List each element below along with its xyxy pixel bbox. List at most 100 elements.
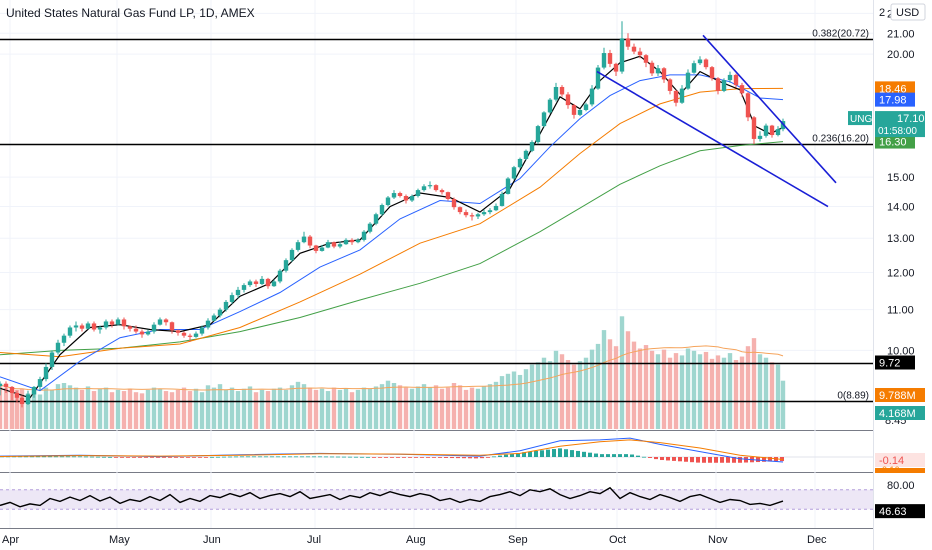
candle	[289, 248, 295, 262]
candle	[265, 277, 271, 289]
volume-bar	[253, 392, 259, 429]
volume-bar	[685, 348, 691, 429]
candle	[9, 386, 15, 401]
candle	[475, 212, 481, 219]
volume-bar	[745, 346, 751, 429]
candle-body	[703, 59, 709, 68]
candle-body	[361, 231, 367, 240]
candle-body	[241, 285, 247, 290]
candle	[385, 196, 391, 207]
candle-body	[523, 150, 529, 159]
macd-histogram-bar	[504, 454, 508, 457]
candle-body	[109, 321, 115, 325]
macd-histogram-bar	[594, 453, 598, 457]
currency-button[interactable]: USD	[890, 3, 926, 21]
candle	[619, 21, 625, 74]
volume-bar	[631, 341, 637, 429]
candle	[277, 268, 283, 284]
macd-histogram-bar	[18, 456, 22, 458]
badge-background	[875, 81, 915, 96]
candle-body	[373, 214, 379, 224]
candle-body	[37, 379, 43, 387]
volume-bar	[241, 388, 247, 429]
candle	[151, 322, 157, 334]
candle	[511, 165, 517, 180]
candle-body	[643, 55, 649, 63]
volume-bar	[523, 369, 529, 429]
badge-background	[875, 468, 925, 473]
candle-body	[535, 126, 541, 143]
candle	[607, 49, 613, 68]
candle-body	[517, 158, 523, 168]
badge-label: 17.98	[879, 95, 907, 107]
volume-bar	[235, 391, 241, 429]
candle-body	[337, 244, 343, 247]
volume-bar	[175, 389, 181, 429]
macd-histogram-bar	[576, 450, 580, 457]
candle	[295, 239, 301, 252]
volume-bar	[187, 391, 193, 429]
macd-histogram-bar	[252, 456, 256, 458]
candle-body	[751, 117, 757, 139]
macd-histogram-bar	[198, 457, 202, 458]
candle	[115, 317, 121, 326]
symbol-tag	[848, 111, 872, 126]
volume-bar	[14, 389, 20, 429]
candle-body	[49, 352, 55, 367]
candle-body	[469, 215, 475, 217]
volume-bar	[637, 348, 643, 429]
macd-histogram-bar	[24, 456, 28, 458]
candle	[427, 181, 433, 189]
volume-bar	[535, 362, 541, 429]
candle-body	[163, 319, 169, 323]
macd-histogram-bar	[726, 457, 730, 463]
macd-histogram-bar	[144, 457, 148, 458]
macd-histogram-bar	[480, 457, 484, 459]
volume-bar	[103, 387, 109, 429]
candle-body	[235, 289, 241, 296]
candle-body	[61, 335, 67, 343]
time-tick-label: Nov	[708, 534, 728, 546]
macd-histogram-bar	[360, 456, 364, 458]
axis-badge-16-30: 16.30	[875, 134, 915, 149]
candle	[493, 203, 499, 212]
candle	[271, 279, 277, 287]
axis-badge-9-72: 9.72	[875, 355, 915, 370]
price-tick-label: 13.00	[887, 233, 915, 245]
volume-bar	[223, 389, 229, 429]
macd-histogram-bar	[648, 457, 652, 458]
macd-histogram-bar	[156, 457, 160, 458]
candle-body	[769, 125, 775, 136]
candle-body	[0, 383, 3, 387]
candle-body	[661, 68, 667, 80]
trendlines[interactable]	[596, 34, 837, 208]
volume-bar	[391, 383, 397, 429]
macd-histogram-bar	[630, 454, 634, 457]
candle-body	[427, 185, 433, 187]
axis-badge-17-98: 17.98	[875, 92, 915, 107]
candle	[703, 58, 709, 70]
candle	[139, 329, 145, 338]
candle-body	[715, 78, 721, 91]
macd-histogram-bar	[396, 457, 400, 458]
candle-body	[763, 125, 769, 136]
macd-histogram-bar	[276, 456, 280, 458]
candle	[499, 191, 505, 207]
candle-body	[349, 239, 355, 243]
volume-bar	[469, 387, 475, 429]
macd-pane	[0, 437, 873, 463]
volume-bar	[673, 353, 679, 429]
candle-body	[487, 210, 493, 213]
macd-histogram-bar	[30, 456, 34, 458]
badge-label: 46.63	[879, 506, 907, 518]
badge-label: 16.30	[879, 137, 907, 149]
candle-body	[625, 38, 631, 47]
candle	[25, 390, 31, 405]
price-tick-label: 15.00	[887, 172, 915, 184]
candle	[109, 319, 115, 328]
candle	[595, 64, 601, 90]
volume-bar	[433, 385, 439, 429]
candle	[517, 157, 523, 169]
candle	[421, 184, 427, 192]
